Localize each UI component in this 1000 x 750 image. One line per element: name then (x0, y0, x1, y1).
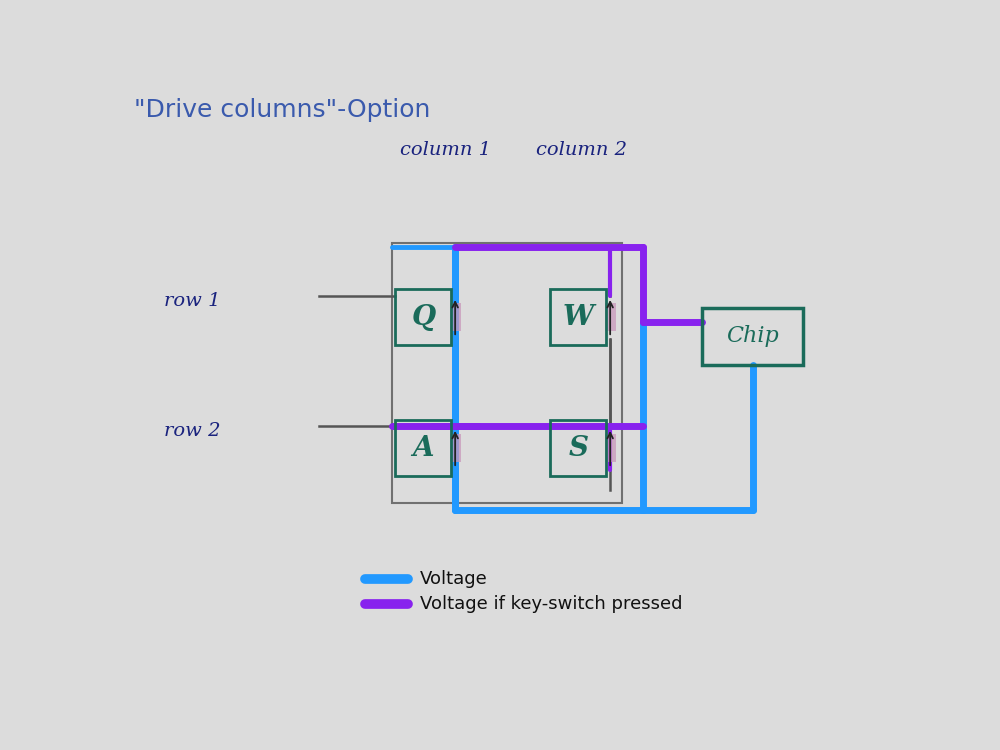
Text: W: W (563, 304, 594, 331)
Text: Chip: Chip (726, 326, 779, 347)
Bar (550, 290, 606, 345)
Text: Voltage: Voltage (420, 570, 487, 588)
Bar (395, 290, 451, 345)
Text: row 1: row 1 (164, 292, 220, 310)
Text: "Drive columns"-Option: "Drive columns"-Option (134, 98, 431, 122)
Text: A: A (413, 434, 434, 461)
Text: row 2: row 2 (164, 422, 220, 440)
Text: column 2: column 2 (536, 142, 627, 160)
Text: Q: Q (411, 304, 435, 331)
Bar (392, 243, 622, 502)
Bar (550, 420, 606, 476)
Bar (605, 303, 616, 331)
Bar (450, 434, 461, 462)
Text: Voltage if key-switch pressed: Voltage if key-switch pressed (420, 596, 682, 613)
Bar (605, 434, 616, 462)
Bar (702, 308, 803, 365)
Bar (450, 303, 461, 331)
Text: S: S (568, 434, 588, 461)
Bar (395, 420, 451, 476)
Text: column 1: column 1 (400, 142, 491, 160)
